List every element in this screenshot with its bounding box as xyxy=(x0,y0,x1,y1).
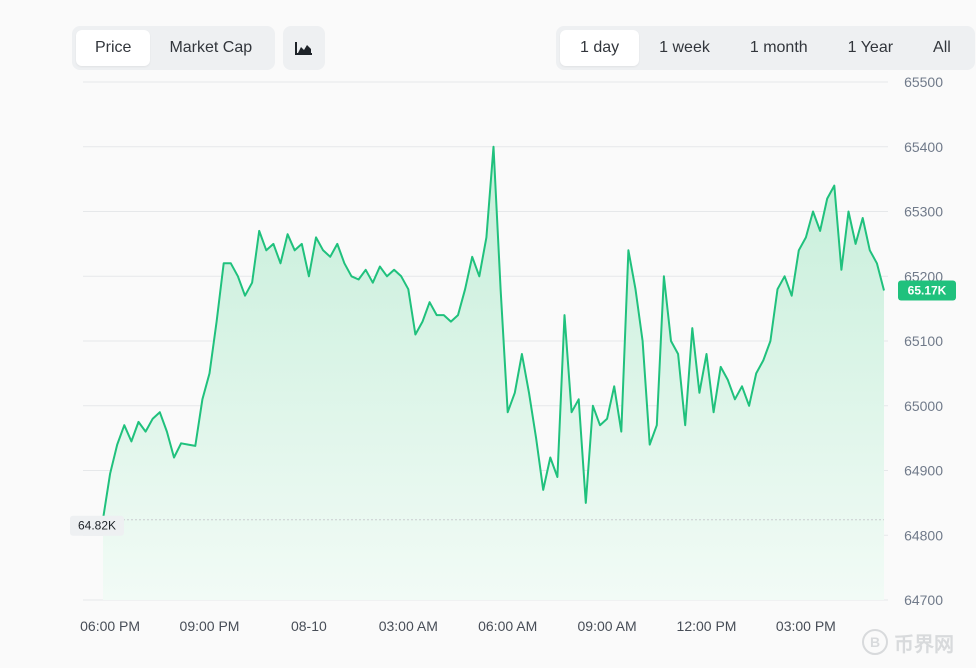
x-tick-label: 03:00 PM xyxy=(776,618,836,634)
y-tick-label: 64900 xyxy=(904,463,943,479)
x-tick-label: 06:00 AM xyxy=(478,618,537,634)
open-price-text: 64.82K xyxy=(78,519,116,533)
x-tick-label: 08-10 xyxy=(291,618,327,634)
chart-style-button[interactable] xyxy=(283,26,325,70)
y-tick-label: 65100 xyxy=(904,333,943,349)
tab-1-day[interactable]: 1 day xyxy=(560,30,640,66)
x-tick-label: 12:00 PM xyxy=(677,618,737,634)
x-tick-label: 06:00 PM xyxy=(80,618,140,634)
x-tick-label: 03:00 AM xyxy=(379,618,438,634)
coin-b-icon: B xyxy=(862,629,888,655)
price-line xyxy=(102,145,885,520)
time-range-tabs: 1 day 1 week 1 month 1 Year All xyxy=(556,26,975,70)
tab-price[interactable]: Price xyxy=(76,30,151,66)
tab-1-week[interactable]: 1 week xyxy=(659,39,710,56)
y-tick-label: 64800 xyxy=(904,527,943,543)
y-axis-ticks: 65500 65400 65300 65200 65100 65000 64900 64800… xyxy=(904,74,943,608)
tab-market-cap[interactable]: Market Cap xyxy=(169,39,253,56)
tab-1-month[interactable]: 1 month xyxy=(749,39,808,56)
y-tick-label: 64700 xyxy=(904,592,943,608)
open-price-label: 64.82K xyxy=(70,515,124,536)
y-tick-label: 65500 xyxy=(904,74,943,90)
price-area-fill xyxy=(103,146,884,601)
data-type-tabs: Price Market Cap xyxy=(72,26,276,70)
y-tick-label: 65400 xyxy=(904,139,943,155)
y-tick-label: 65200 xyxy=(904,268,943,284)
last-price-text: 65.17K xyxy=(908,283,947,297)
last-price-badge: 65.17K xyxy=(898,280,956,301)
tab-1-year[interactable]: 1 Year xyxy=(847,39,894,56)
watermark-text: 币界网 xyxy=(894,631,954,656)
x-axis-ticks: 06:00 PM 09:00 PM 08-10 03:00 AM 06:00 AM 09:… xyxy=(80,618,836,634)
area-chart-icon xyxy=(295,42,312,55)
y-tick-label: 65000 xyxy=(904,398,943,414)
x-tick-label: 09:00 PM xyxy=(180,618,240,634)
x-tick-label: 09:00 AM xyxy=(578,618,637,634)
watermark: B 币界网 xyxy=(862,622,972,662)
y-tick-label: 65300 xyxy=(904,204,943,220)
tab-all[interactable]: All xyxy=(933,39,951,56)
